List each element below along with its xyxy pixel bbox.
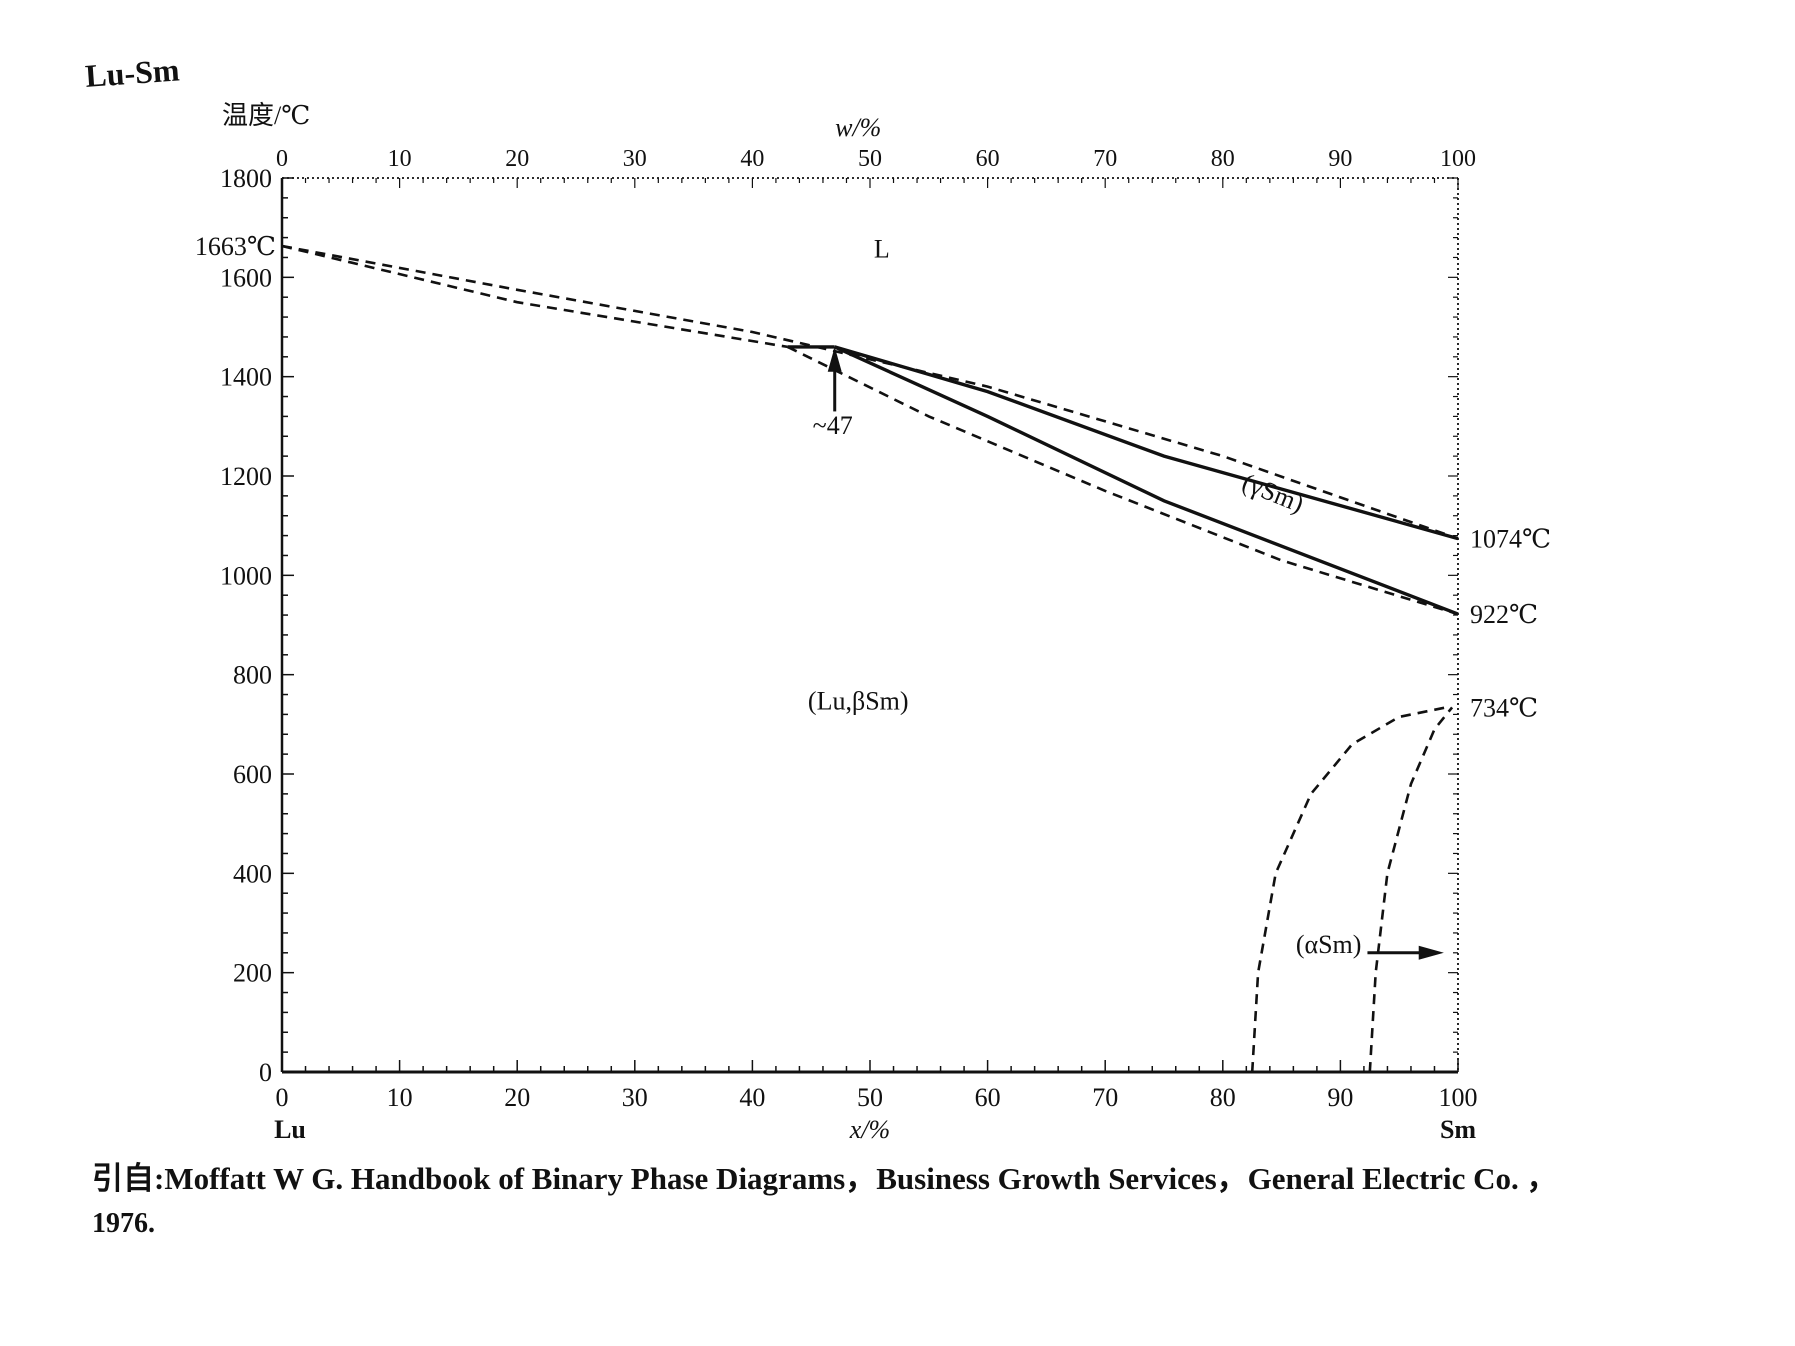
phase-boundary-gamma-lower <box>833 345 1459 616</box>
axis-ticks <box>281 177 1459 1073</box>
phase-label: (γSm) <box>1238 468 1308 519</box>
y-tick-label: 800 <box>233 661 272 690</box>
x-bottom-tick-label: 0 <box>276 1083 289 1112</box>
x-bottom-tick-label: 10 <box>387 1083 413 1112</box>
phase-label: L <box>874 234 890 263</box>
x-bottom-tick-label: 70 <box>1092 1083 1118 1112</box>
y-tick-label: 1200 <box>220 462 272 491</box>
chart-labels: 温度/℃ x/% w/% Lu Sm 020040060080010001200… <box>195 101 1551 1144</box>
x-bottom-tick-label: 40 <box>739 1083 765 1112</box>
x-bottom-tick-label: 80 <box>1210 1083 1236 1112</box>
source-year: 1976. <box>92 1208 155 1239</box>
source-citation: Moffatt W G. Handbook of Binary Phase Di… <box>164 1161 1558 1196</box>
x-axis-label-top: w/% <box>835 113 881 142</box>
phase-label: (αSm) <box>1296 930 1362 959</box>
y-tick-label: 1400 <box>220 363 272 392</box>
phase-boundary-peritectic-lower <box>787 345 1459 616</box>
temperature-label: 734℃ <box>1470 693 1538 722</box>
x-top-tick-label: 100 <box>1440 146 1476 172</box>
y-tick-label: 1000 <box>220 561 272 590</box>
alpha-arrow-head <box>1418 945 1444 960</box>
composition-arrow-head <box>827 346 842 372</box>
y-tick-label: 200 <box>233 959 272 988</box>
source-note: 引自:Moffatt W G. Handbook of Binary Phase… <box>92 1158 1732 1200</box>
temperature-label: 1074℃ <box>1470 525 1551 554</box>
component-left-label: Lu <box>274 1115 306 1144</box>
phase-boundaries <box>281 244 1459 1073</box>
x-bottom-tick-label: 100 <box>1439 1083 1478 1112</box>
x-bottom-tick-label: 50 <box>857 1083 883 1112</box>
x-bottom-tick-label: 90 <box>1327 1083 1353 1112</box>
source-prefix: 引自: <box>92 1161 165 1196</box>
composition-label: ~47 <box>813 411 853 440</box>
component-right-label: Sm <box>1440 1115 1476 1144</box>
x-top-tick-label: 40 <box>740 146 764 172</box>
temperature-label: 1663℃ <box>195 232 276 261</box>
x-top-tick-label: 20 <box>505 146 529 172</box>
x-top-tick-label: 50 <box>858 146 882 172</box>
phase-boundary-liquidus <box>281 244 1459 540</box>
x-bottom-tick-label: 30 <box>622 1083 648 1112</box>
phase-boundary-solidus <box>281 244 788 349</box>
x-top-tick-label: 30 <box>623 146 647 172</box>
y-tick-label: 600 <box>233 760 272 789</box>
phase-boundary-gamma-upper <box>834 345 1459 541</box>
x-top-tick-label: 10 <box>388 146 412 172</box>
phase-boundary-alpha-right <box>1368 706 1454 1073</box>
x-bottom-tick-label: 20 <box>504 1083 530 1112</box>
x-top-tick-label: 0 <box>276 146 288 172</box>
y-tick-label: 1600 <box>220 263 272 292</box>
plot-frame <box>280 177 1459 1074</box>
y-tick-label: 400 <box>233 859 272 888</box>
y-tick-label: 1800 <box>220 164 272 193</box>
phase-label: (Lu,βSm) <box>808 686 909 715</box>
y-tick-label: 0 <box>259 1058 272 1087</box>
x-top-tick-label: 60 <box>976 146 1000 172</box>
temperature-label: 922℃ <box>1470 600 1538 629</box>
x-top-tick-label: 80 <box>1211 146 1235 172</box>
x-axis-label-bottom: x/% <box>849 1115 890 1144</box>
phase-boundary-alpha-left <box>1250 706 1447 1073</box>
y-axis-label: 温度/℃ <box>222 101 310 130</box>
x-top-tick-label: 90 <box>1328 146 1352 172</box>
x-top-tick-label: 70 <box>1093 146 1117 172</box>
x-bottom-tick-label: 60 <box>975 1083 1001 1112</box>
